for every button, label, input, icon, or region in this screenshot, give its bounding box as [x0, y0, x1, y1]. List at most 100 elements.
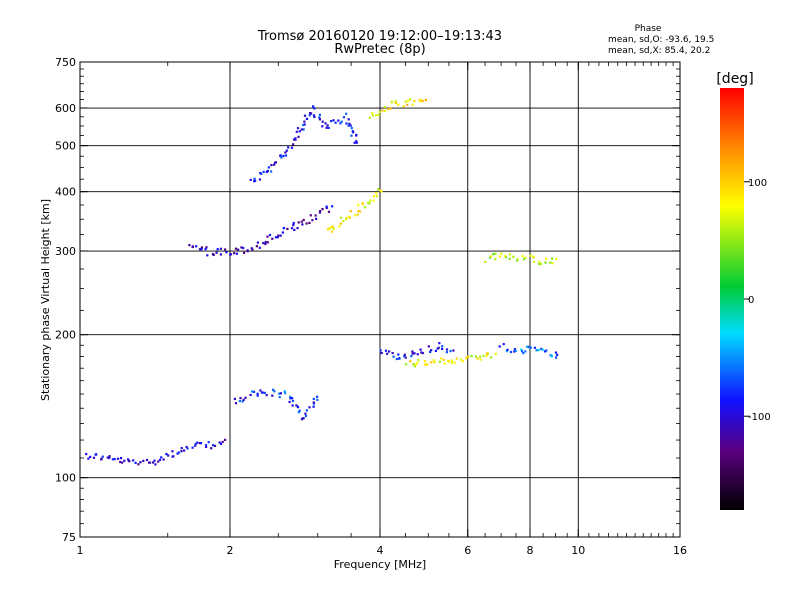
data-point	[377, 114, 380, 117]
data-point	[556, 353, 559, 356]
y-tick-label: 75	[62, 531, 76, 544]
colorbar	[720, 88, 744, 510]
data-point	[537, 349, 540, 352]
data-point	[296, 127, 300, 130]
data-point	[273, 390, 276, 393]
data-point	[255, 245, 258, 248]
data-point	[324, 122, 327, 125]
data-point	[284, 392, 287, 395]
data-point	[479, 355, 482, 358]
data-point	[100, 457, 103, 460]
x-tick-label: 6	[464, 544, 471, 557]
data-point	[325, 126, 328, 129]
data-point	[312, 397, 315, 400]
data-point	[249, 393, 252, 397]
data-point	[404, 356, 407, 359]
data-point	[224, 438, 227, 441]
data-point	[283, 390, 286, 393]
data-point	[204, 248, 207, 251]
data-point	[137, 463, 140, 466]
data-point	[379, 189, 382, 192]
data-point	[318, 113, 321, 116]
x-tick-label: 16	[673, 544, 687, 557]
data-point	[89, 455, 92, 458]
data-point	[239, 397, 242, 400]
data-point	[285, 149, 288, 152]
data-point	[213, 444, 216, 447]
data-point	[198, 248, 202, 251]
data-point	[538, 262, 541, 266]
data-point	[244, 396, 247, 399]
data-point	[498, 345, 501, 348]
data-point	[479, 358, 482, 361]
data-point	[139, 461, 142, 464]
data-point	[220, 442, 223, 445]
data-point	[345, 122, 348, 125]
data-point	[229, 253, 232, 256]
data-point	[339, 122, 342, 125]
data-point	[330, 230, 334, 233]
colorbar-tick-label: -100	[748, 412, 771, 423]
data-point	[349, 210, 352, 213]
data-point	[411, 350, 414, 353]
data-point	[111, 458, 114, 461]
data-point	[158, 458, 162, 461]
data-point	[242, 398, 245, 401]
data-point	[397, 103, 400, 106]
data-point	[254, 179, 257, 182]
data-point	[296, 405, 300, 408]
y-axis-label: Stationary phase Virtual Height [km]	[39, 199, 52, 401]
data-point	[494, 352, 497, 356]
data-point	[113, 458, 116, 461]
data-point	[266, 235, 269, 238]
x-tick-label: 10	[571, 544, 585, 557]
data-point	[219, 247, 222, 250]
y-tick-label: 200	[55, 329, 76, 342]
data-point	[282, 154, 285, 158]
data-point	[297, 221, 300, 224]
data-point	[177, 451, 180, 454]
data-point	[171, 450, 174, 453]
data-point	[485, 354, 488, 357]
data-point	[372, 195, 376, 198]
y-tick-label: 600	[55, 102, 76, 115]
data-point	[403, 353, 406, 356]
chart-subtitle: RwPretec (8p)	[334, 42, 425, 57]
data-point	[292, 143, 295, 146]
data-point	[413, 352, 416, 355]
data-point	[332, 119, 335, 122]
legend-line-o: mean, sd,O: -93.6, 19.5	[608, 35, 714, 45]
data-point	[321, 120, 324, 123]
data-point	[210, 447, 213, 450]
data-point	[278, 392, 281, 395]
data-point	[521, 255, 524, 258]
data-point	[302, 123, 305, 127]
data-point	[262, 170, 265, 173]
data-point	[234, 402, 238, 405]
data-point	[132, 459, 135, 462]
data-point	[384, 349, 388, 352]
data-point	[119, 457, 123, 460]
data-point	[551, 262, 554, 265]
data-point	[327, 126, 330, 129]
data-point	[369, 199, 372, 202]
data-point	[301, 223, 304, 226]
data-point	[252, 390, 256, 393]
data-point	[526, 345, 529, 348]
data-point	[342, 220, 345, 223]
data-point	[302, 417, 305, 420]
legend-title: Phase	[635, 24, 662, 34]
data-point	[397, 353, 400, 356]
data-point	[522, 258, 526, 261]
data-point	[282, 226, 286, 230]
data-point	[326, 124, 329, 127]
data-point	[300, 128, 303, 131]
data-point	[420, 351, 423, 354]
data-point	[134, 461, 137, 464]
data-point	[347, 215, 351, 218]
data-point	[295, 130, 298, 133]
data-point	[509, 350, 513, 354]
data-point	[416, 353, 419, 356]
data-point	[334, 121, 337, 124]
